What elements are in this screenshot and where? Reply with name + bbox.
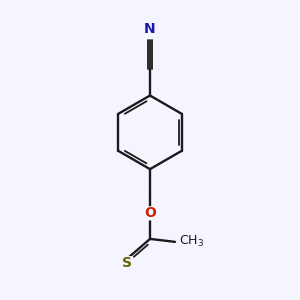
Text: S: S (122, 256, 132, 270)
Text: O: O (144, 206, 156, 220)
Text: CH$_3$: CH$_3$ (179, 234, 205, 249)
Text: N: N (144, 22, 156, 36)
